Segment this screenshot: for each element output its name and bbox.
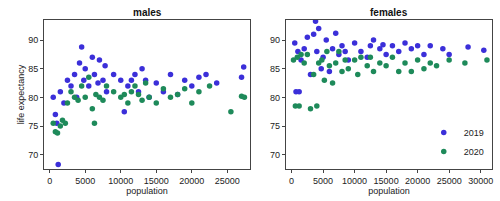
svg-text:5000: 5000 <box>313 176 333 186</box>
svg-text:2019: 2019 <box>464 128 484 138</box>
svg-text:life expectancy: life expectancy <box>16 64 26 124</box>
svg-text:females: females <box>370 7 408 18</box>
svg-text:90: 90 <box>270 35 280 45</box>
svg-text:15000: 15000 <box>374 176 399 186</box>
svg-text:30000: 30000 <box>468 176 493 186</box>
svg-text:25000: 25000 <box>437 176 462 186</box>
svg-text:10000: 10000 <box>342 176 367 186</box>
svg-text:2020: 2020 <box>464 147 484 157</box>
svg-text:males: males <box>133 7 162 18</box>
svg-text:10000: 10000 <box>108 176 133 186</box>
svg-text:20000: 20000 <box>405 176 430 186</box>
svg-text:0: 0 <box>47 176 52 186</box>
svg-text:75: 75 <box>28 121 38 131</box>
svg-text:5000: 5000 <box>75 176 95 186</box>
svg-text:85: 85 <box>270 64 280 74</box>
svg-text:15000: 15000 <box>144 176 169 186</box>
svg-text:70: 70 <box>270 150 280 160</box>
svg-text:population: population <box>368 186 410 196</box>
svg-text:75: 75 <box>270 121 280 131</box>
svg-text:80: 80 <box>28 93 38 103</box>
svg-text:0: 0 <box>289 176 294 186</box>
svg-text:70: 70 <box>28 150 38 160</box>
svg-text:20000: 20000 <box>179 176 204 186</box>
svg-text:25000: 25000 <box>215 176 240 186</box>
svg-text:85: 85 <box>28 64 38 74</box>
svg-text:80: 80 <box>270 93 280 103</box>
svg-text:population: population <box>126 186 168 196</box>
svg-text:90: 90 <box>28 35 38 45</box>
